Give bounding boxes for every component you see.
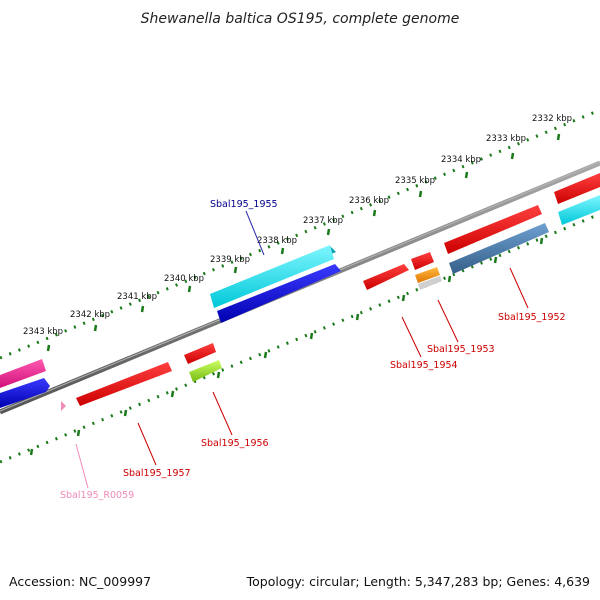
gene-label-1956: Sbal195_1956 [201, 438, 269, 449]
outer-scale-ring [0, 108, 600, 360]
tick-label: 2333 kbp [486, 134, 526, 144]
gene-label-1954: Sbal195_1954 [390, 360, 458, 371]
gene-block [449, 223, 549, 274]
tick-label: 2332 kbp [532, 114, 572, 124]
tick-label: 2341 kbp [117, 292, 157, 302]
gene-block [411, 252, 434, 270]
gene-labels: Sbal195_1955 Sbal195_1952 Sbal195_1953 S… [60, 199, 566, 501]
gene-block [558, 195, 600, 225]
tick-label: 2340 kbp [164, 274, 204, 284]
gene-block [444, 205, 542, 254]
gene-block [184, 343, 216, 364]
tick-label: 2342 kbp [70, 310, 110, 320]
gene-block [189, 360, 222, 382]
kbp-labels: 2332 kbp 2333 kbp 2334 kbp 2335 kbp 2336… [23, 114, 572, 337]
gene-block [0, 359, 46, 388]
gene-block [363, 264, 409, 290]
inner-scale-ring [0, 212, 600, 464]
tick-label: 2337 kbp [303, 216, 343, 226]
tick-label: 2338 kbp [257, 236, 297, 246]
gene-block [217, 264, 341, 323]
gene-block [418, 276, 442, 290]
tick-label: 2336 kbp [349, 196, 389, 206]
gene-block [76, 362, 172, 406]
gene-block [415, 267, 440, 283]
gene-label-1957: Sbal195_1957 [123, 468, 191, 479]
tick-label: 2335 kbp [395, 176, 435, 186]
gene-label-1952: Sbal195_1952 [498, 312, 566, 323]
gene-label-R0059: Sbal195_R0059 [60, 490, 134, 501]
gene-label-1955: Sbal195_1955 [210, 199, 278, 210]
inner-major-ticks [29, 237, 544, 456]
gene-block [210, 245, 334, 308]
outer-feature-tracks [0, 173, 600, 408]
leader-lines [75, 210, 529, 489]
red-cds-features [61, 205, 549, 411]
genome-summary-text: Topology: circular; Length: 5,347,283 bp… [246, 574, 590, 589]
tick-label: 2334 kbp [441, 155, 481, 165]
map-title: Shewanella baltica OS195, complete genom… [141, 11, 460, 27]
gene-block [0, 378, 50, 408]
outer-major-ticks [46, 133, 561, 352]
tick-label: 2339 kbp [210, 255, 250, 265]
tick-label: 2343 kbp [23, 327, 63, 337]
rna-marker [61, 401, 66, 411]
gene-label-1953: Sbal195_1953 [427, 344, 495, 355]
gene-block [554, 173, 600, 204]
accession-text: Accession: NC_009997 [9, 574, 151, 589]
